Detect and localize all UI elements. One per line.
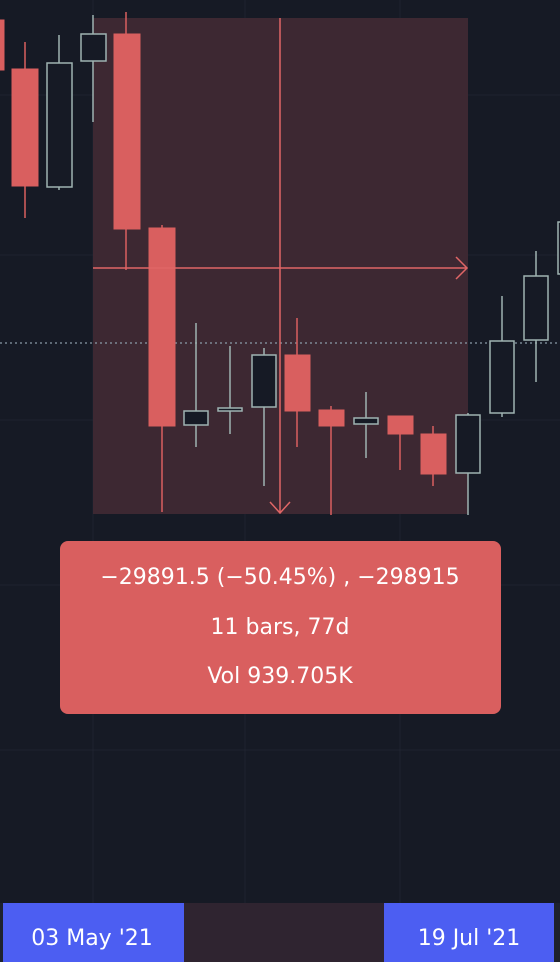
end-date-label bbox=[384, 903, 554, 962]
time-range bbox=[184, 903, 384, 962]
measure-bars: 11 bars, 77d bbox=[211, 615, 350, 640]
end-date: 19 Jul '21 bbox=[418, 926, 521, 951]
measure-volume: Vol 939.705K bbox=[207, 664, 353, 689]
measure-arrows bbox=[93, 18, 469, 515]
measure-tooltip bbox=[60, 541, 501, 714]
start-date-label bbox=[3, 903, 184, 962]
candles bbox=[0, 12, 560, 515]
measure-change: −29891.5 (−50.45%) , −298915 bbox=[100, 565, 459, 590]
start-date: 03 May '21 bbox=[31, 926, 153, 951]
